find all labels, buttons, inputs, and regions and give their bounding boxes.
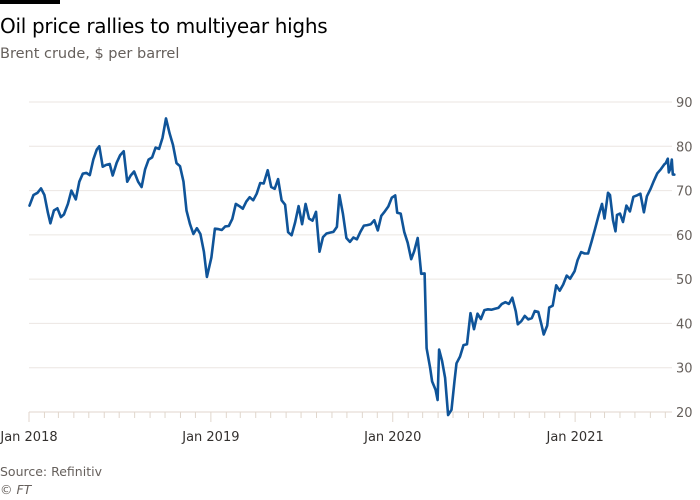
line-chart: Jan 2018 Jan 2019 Jan 2020 Jan 2021 20 30 40 5… <box>0 96 693 445</box>
source-note: Source: Refinitiv <box>0 464 102 479</box>
x-tick-label: Jan 2020 <box>363 430 421 445</box>
x-tick-label: Jan 2018 <box>0 430 58 445</box>
y-tick-label: 80 <box>676 140 693 155</box>
y-tick-label: 20 <box>676 406 693 421</box>
series-line-brent <box>28 117 676 417</box>
y-tick-label: 50 <box>676 273 693 288</box>
x-tick-label: Jan 2021 <box>545 430 603 445</box>
y-tick-label: 60 <box>676 229 693 244</box>
y-tick-label: 40 <box>676 317 693 332</box>
brand-bar <box>0 0 60 4</box>
x-axis: Jan 2018 Jan 2019 Jan 2020 Jan 2021 <box>0 411 672 445</box>
y-axis: 20 30 40 50 60 70 80 90 <box>676 96 693 421</box>
x-tick-label: Jan 2019 <box>181 430 239 445</box>
series-lines <box>28 117 676 417</box>
gridlines <box>29 101 672 369</box>
y-tick-label: 70 <box>676 185 693 200</box>
copyright: © FT <box>0 482 32 497</box>
chart-subtitle: Brent crude, $ per barrel <box>0 46 180 62</box>
y-tick-label: 90 <box>676 96 693 111</box>
chart-title: Oil price rallies to multiyear highs <box>0 14 328 38</box>
y-tick-label: 30 <box>676 362 693 377</box>
